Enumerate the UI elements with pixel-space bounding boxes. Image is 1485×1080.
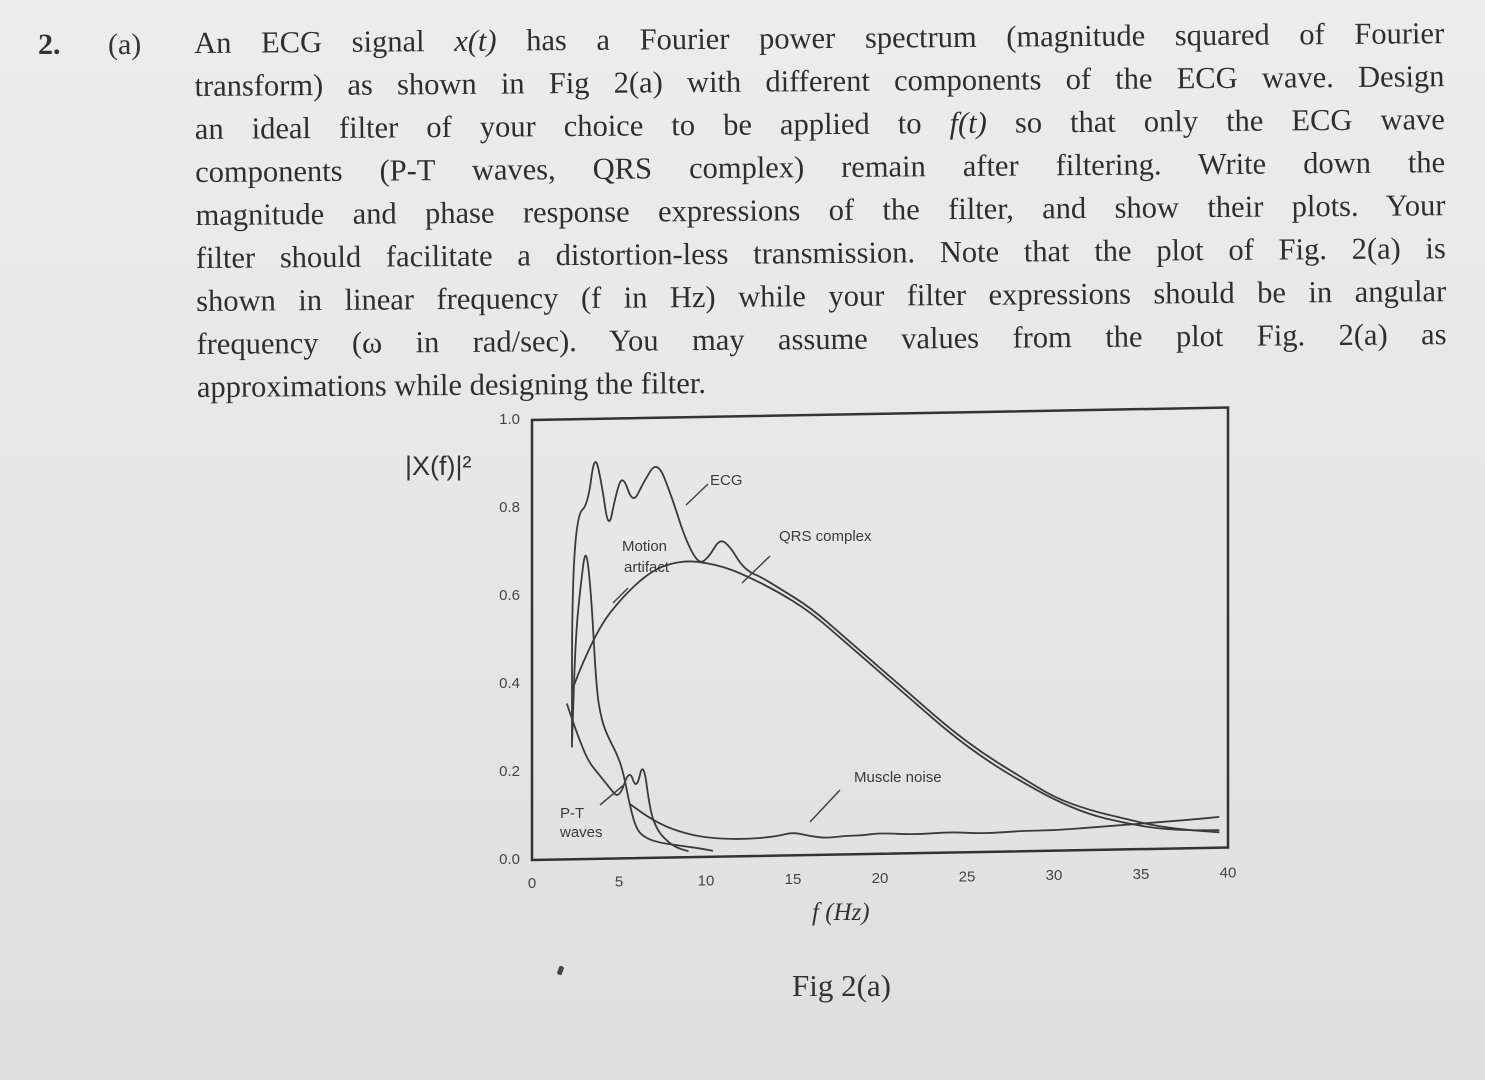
part-label: (a)	[108, 28, 142, 61]
annotation-label: ECG	[710, 472, 743, 489]
x-tick-label: 20	[872, 870, 889, 887]
x-tick-label: 5	[615, 874, 623, 891]
annotation-label: waves	[559, 824, 603, 841]
annotation-label: artifact	[624, 559, 670, 576]
muscle-noise-curve	[628, 802, 1220, 840]
annotation-label: Motion	[622, 538, 667, 555]
annotation-label: Muscle noise	[854, 769, 942, 786]
annotation-label: P-T	[560, 805, 584, 822]
x-tick-label: 30	[1046, 867, 1063, 884]
annotation-leader	[685, 483, 709, 506]
x-tick-label: 10	[698, 872, 715, 889]
annotation-leader	[599, 782, 627, 806]
annotation-label: QRS complex	[779, 528, 872, 545]
x-tick-label: 25	[959, 868, 976, 885]
x-axis-label: f (Hz)	[812, 899, 870, 926]
y-tick-label: 0.8	[499, 499, 520, 516]
ecg-curve	[571, 461, 1220, 834]
x-tick-label: 0	[528, 875, 536, 892]
y-tick-label: 0.4	[499, 675, 520, 692]
annotation-leader	[612, 587, 629, 604]
x-tick-label: 15	[785, 871, 802, 888]
y-tick-label: 0.2	[499, 763, 520, 780]
y-tick-label: 0.6	[499, 587, 520, 604]
annotation-leader	[809, 789, 841, 823]
annotation-leader	[741, 555, 771, 584]
y-tick-label: 1.0	[499, 411, 520, 428]
y-tick-label: 0.0	[499, 851, 520, 868]
y-axis-label: |X(f)|²	[405, 451, 472, 481]
motion-artifact-curve	[571, 554, 714, 852]
figure-caption: Fig 2(a)	[792, 968, 892, 1003]
question-number: 2.	[38, 28, 61, 61]
x-tick-label: 35	[1133, 866, 1150, 883]
plot-frame	[530, 406, 1230, 862]
x-tick-label: 40	[1220, 865, 1237, 882]
p-t-waves-curve	[565, 703, 689, 853]
qrs-complex-curve	[571, 560, 1220, 832]
